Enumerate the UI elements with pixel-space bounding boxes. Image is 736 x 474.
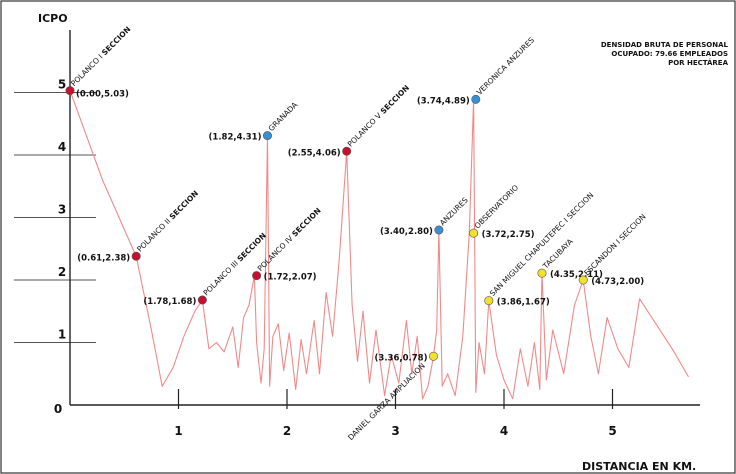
density-annotation-line-0: DENSIDAD BRUTA DE PERSONAL xyxy=(601,41,729,49)
y-tick-label-5: 5 xyxy=(58,78,66,92)
x-axis-title: DISTANCIA EN KM. xyxy=(582,460,696,473)
data-point-label-6: (3.36,0.78) xyxy=(375,353,428,363)
data-point-6 xyxy=(428,351,438,361)
data-point-11 xyxy=(537,268,547,278)
data-point-label-10: (3.86,1.67) xyxy=(497,298,550,308)
data-point-0 xyxy=(65,86,75,96)
data-point-label-1: (0.61,2.38) xyxy=(77,253,130,263)
axis-layer: 0 1 2 3 4 5 1 2 3 4 5 xyxy=(54,30,700,438)
x-tick-label-5: 5 xyxy=(608,424,616,438)
data-point-label-4: (1.82,4.31) xyxy=(209,133,262,143)
data-point-4 xyxy=(262,131,272,141)
data-point-2 xyxy=(197,295,207,305)
data-point-label-2: (1.78,1.68) xyxy=(143,297,196,307)
y-tick-label-3: 3 xyxy=(58,203,66,217)
data-point-9 xyxy=(471,94,481,104)
icpo-series-line xyxy=(69,90,689,400)
y-tick-label-4: 4 xyxy=(58,140,66,154)
y-tick-label-1: 1 xyxy=(58,328,66,342)
data-point-7 xyxy=(434,225,444,235)
density-annotation-line-2: POR HECTÁREA xyxy=(668,58,729,67)
y-tick-label-2: 2 xyxy=(58,265,66,279)
data-point-label-9: (3.74,4.89) xyxy=(417,96,470,106)
line-layer xyxy=(69,90,689,400)
data-point-label-12: (4.73,2.00) xyxy=(591,277,644,287)
data-point-12 xyxy=(578,275,588,285)
x-tick-label-4: 4 xyxy=(500,424,508,438)
data-point-label-11: (4.35,2.11) xyxy=(550,270,603,280)
x-tick-label-3: 3 xyxy=(391,424,399,438)
y-axis-title: ICPO xyxy=(38,12,68,25)
data-point-1 xyxy=(131,251,141,261)
data-point-label-7: (3.40,2.80) xyxy=(380,227,433,237)
data-point-5 xyxy=(342,146,352,156)
data-point-label-5: (2.55,4.06) xyxy=(288,148,341,158)
density-annotation-line-1: OCUPADO: 79.66 EMPLEADOS xyxy=(611,50,728,58)
data-point-label-3: (1.72,2.07) xyxy=(264,273,317,283)
data-point-label-8: (3.72,2.75) xyxy=(482,230,535,240)
grid-layer xyxy=(14,92,96,343)
data-point-8 xyxy=(469,228,479,238)
x-tick-label-1: 1 xyxy=(174,424,182,438)
data-point-label-0: (0.00,5.03) xyxy=(76,90,129,100)
y-tick-label-0: 0 xyxy=(54,402,62,416)
data-point-10 xyxy=(484,296,494,306)
x-tick-label-2: 2 xyxy=(283,424,291,438)
data-point-3 xyxy=(252,271,262,281)
density-annotation: DENSIDAD BRUTA DE PERSONAL OCUPADO: 79.66… xyxy=(601,41,729,67)
